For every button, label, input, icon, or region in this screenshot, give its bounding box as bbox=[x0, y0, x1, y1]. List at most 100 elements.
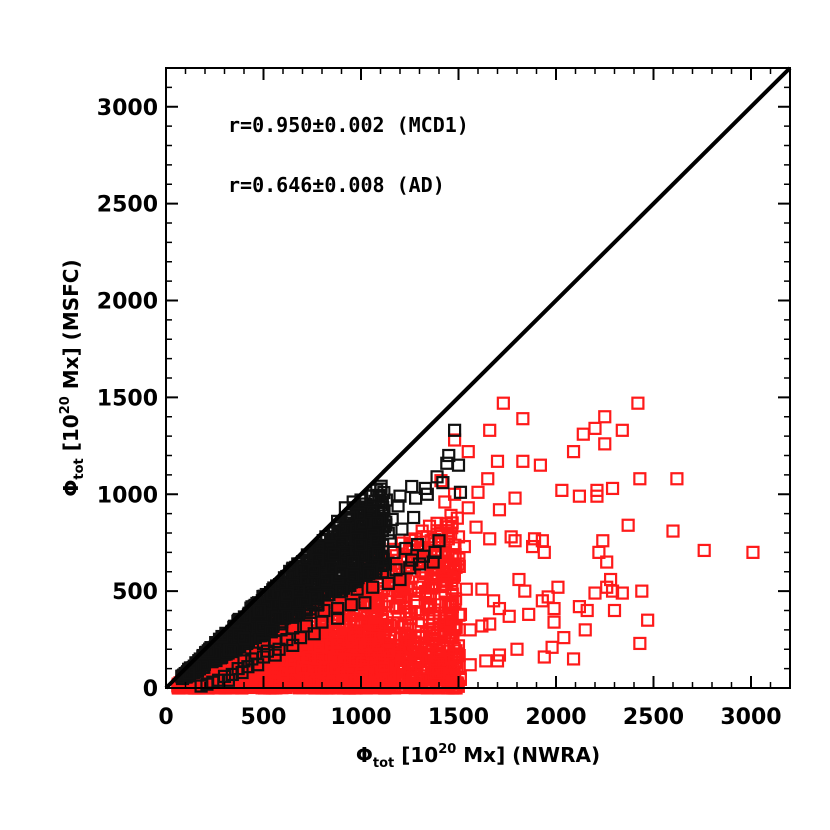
red-point bbox=[438, 495, 452, 509]
red-point bbox=[535, 594, 549, 608]
red-point bbox=[481, 472, 495, 486]
red-point bbox=[588, 421, 602, 435]
red-point bbox=[592, 545, 606, 559]
y-tick-label: 3000 bbox=[97, 96, 158, 121]
black-point bbox=[334, 565, 349, 579]
red-point bbox=[475, 582, 489, 596]
black-point bbox=[331, 601, 345, 616]
annotation-ad: r=0.646±0.008 (AD) bbox=[228, 173, 445, 197]
red-cloud-marker bbox=[429, 666, 443, 680]
red-point bbox=[479, 654, 493, 668]
red-point bbox=[434, 474, 448, 488]
red-cloud-marker bbox=[421, 591, 435, 605]
red-point bbox=[633, 472, 647, 486]
black-point bbox=[436, 476, 450, 490]
black-point bbox=[358, 596, 372, 610]
y-tick-label: 2500 bbox=[97, 193, 158, 218]
black-point bbox=[221, 673, 235, 687]
red-point bbox=[551, 580, 565, 594]
black-point bbox=[338, 501, 352, 515]
red-point bbox=[631, 396, 645, 410]
y-tick-label: 1500 bbox=[97, 386, 158, 411]
axis-ticks bbox=[165, 68, 790, 689]
black-point bbox=[293, 631, 308, 645]
red-point bbox=[518, 584, 532, 598]
red-point bbox=[516, 412, 530, 426]
red-point bbox=[463, 658, 477, 672]
red-cloud-marker bbox=[441, 532, 455, 546]
red-point bbox=[463, 623, 477, 637]
black-point bbox=[235, 665, 249, 680]
x-axis-pre: [10 bbox=[394, 743, 438, 767]
black-point bbox=[334, 584, 349, 598]
identity-reference-line bbox=[164, 66, 792, 690]
red-cloud-marker bbox=[398, 651, 412, 665]
red-point bbox=[547, 601, 561, 616]
red-cloud-marker bbox=[326, 663, 341, 677]
red-point bbox=[576, 427, 590, 441]
red-point bbox=[492, 503, 507, 517]
red-cloud-marker bbox=[423, 588, 437, 602]
red-cloud-marker bbox=[268, 657, 282, 671]
red-point bbox=[598, 437, 612, 451]
black-point bbox=[403, 561, 417, 575]
red-point bbox=[641, 613, 655, 627]
red-point bbox=[459, 582, 473, 596]
black-point bbox=[350, 582, 364, 596]
red-point bbox=[504, 530, 518, 544]
red-cloud-marker bbox=[289, 673, 303, 687]
red-cloud-marker bbox=[311, 641, 325, 655]
black-point bbox=[315, 615, 329, 629]
black-point bbox=[256, 636, 271, 651]
black-point bbox=[286, 638, 300, 652]
red-cloud-marker bbox=[411, 605, 425, 619]
x-tick-label: 1000 bbox=[330, 705, 391, 730]
x-tick-labels: 0 500 1000 1500 2000 2500 3000 bbox=[158, 705, 781, 730]
x-axis-phi: Φ bbox=[356, 743, 373, 767]
black-point bbox=[370, 534, 384, 548]
red-point bbox=[483, 532, 497, 546]
red-point bbox=[670, 472, 684, 486]
black-point bbox=[381, 576, 395, 590]
red-cloud-marker bbox=[382, 643, 396, 658]
black-point bbox=[432, 534, 446, 548]
red-point bbox=[483, 423, 497, 437]
red-point bbox=[615, 586, 629, 600]
red-cloud-marker bbox=[360, 637, 374, 651]
red-point bbox=[448, 433, 462, 447]
red-point bbox=[603, 572, 618, 587]
red-point bbox=[490, 654, 505, 668]
red-cloud-marker bbox=[379, 620, 393, 634]
red-point bbox=[633, 636, 647, 651]
x-axis-title: Φtot [1020 Mx] (NWRA) bbox=[356, 742, 600, 771]
black-point bbox=[362, 567, 376, 581]
black-cloud-marker bbox=[374, 479, 388, 493]
red-cloud-marker bbox=[423, 623, 437, 637]
x-tick-label: 3000 bbox=[720, 705, 781, 730]
red-cloud-marker bbox=[356, 657, 370, 671]
black-point bbox=[371, 547, 386, 561]
black-point bbox=[381, 526, 395, 540]
red-point bbox=[508, 534, 522, 548]
red-point bbox=[461, 445, 475, 459]
red-point bbox=[490, 454, 505, 468]
black-point bbox=[264, 625, 278, 639]
black-point bbox=[346, 555, 360, 569]
red-cloud-marker bbox=[447, 668, 461, 682]
red-cloud-marker bbox=[411, 654, 425, 668]
black-cloud-marker bbox=[317, 586, 332, 600]
red-point bbox=[590, 489, 604, 503]
black-point bbox=[395, 522, 409, 536]
red-point bbox=[566, 445, 581, 459]
red-cloud-marker bbox=[365, 589, 379, 603]
red-cloud-marker bbox=[383, 618, 397, 632]
red-point bbox=[512, 572, 526, 587]
red-point bbox=[533, 458, 548, 472]
red-point bbox=[615, 423, 629, 437]
x-tick-label: 2500 bbox=[623, 705, 684, 730]
red-point bbox=[598, 410, 612, 424]
black-point bbox=[389, 563, 403, 577]
black-point bbox=[409, 491, 423, 505]
y-axis-sup: 20 bbox=[58, 396, 73, 414]
